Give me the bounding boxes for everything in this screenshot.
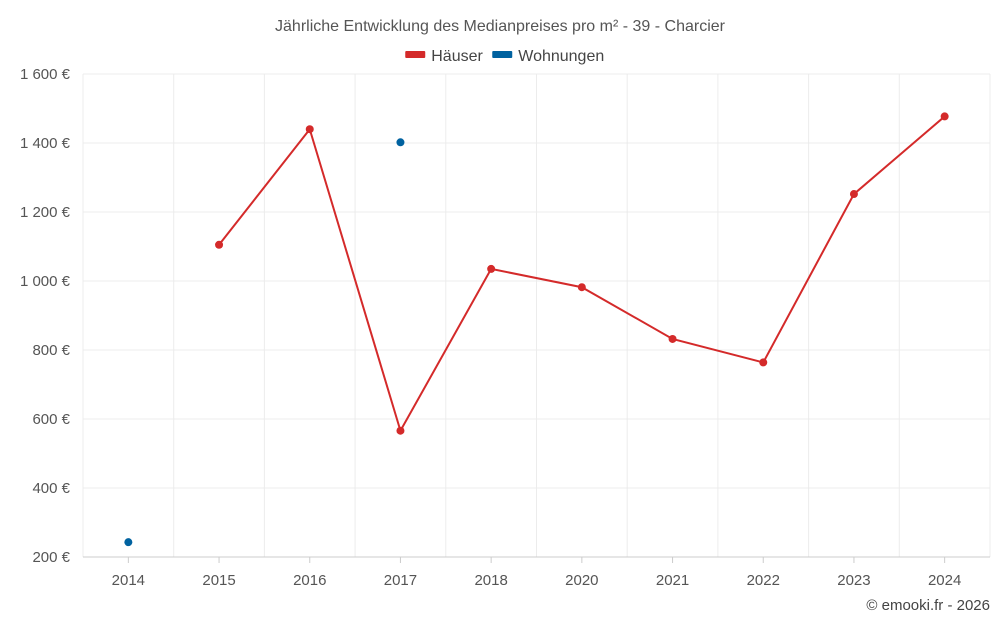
y-tick-label: 400 € [32, 480, 70, 497]
series-1-point[interactable] [124, 538, 133, 547]
y-tick-label: 1 400 € [20, 135, 71, 152]
x-tick-label: 2014 [112, 572, 145, 589]
y-tick-label: 1 200 € [20, 204, 71, 221]
x-tick-label: 2015 [202, 572, 235, 589]
grid [82, 73, 991, 557]
x-tick-label: 2016 [293, 572, 326, 589]
x-tick-label: 2022 [747, 572, 780, 589]
x-tick-label: 2018 [474, 572, 507, 589]
series-0-point[interactable] [396, 426, 405, 435]
credit-label: © emooki.fr - 2026 [866, 597, 990, 614]
series-0-line [218, 115, 946, 434]
y-tick-label: 800 € [32, 342, 70, 359]
legend-swatch[interactable] [405, 51, 426, 58]
legend-swatch[interactable] [492, 51, 513, 58]
x-tick-label: 2023 [837, 572, 870, 589]
y-tick-label: 600 € [32, 411, 70, 428]
series-0-point[interactable] [668, 334, 677, 343]
chart-title: Jährliche Entwicklung des Medianpreises … [275, 18, 726, 35]
series-0-point[interactable] [940, 112, 949, 121]
series-layer [124, 112, 949, 547]
x-tick-label: 2017 [384, 572, 417, 589]
y-tick-label: 1 600 € [20, 66, 71, 83]
series-0-point[interactable] [577, 283, 586, 292]
x-tick-label: 2024 [928, 572, 961, 589]
series-0-point[interactable] [849, 190, 858, 199]
series-0-point[interactable] [487, 264, 496, 273]
series-0-point[interactable] [759, 358, 768, 367]
series-0-point[interactable] [305, 125, 314, 134]
y-tick-label: 200 € [32, 549, 70, 566]
y-axis: 200 € 400 € 600 € 800 € 1 000 € 1 200 € 1 400 … [20, 66, 71, 566]
x-axis: 2014 2015 2016 2017 2018 2020 2021 2022 2023 2024 [83, 556, 990, 589]
legend-label[interactable]: Häuser [431, 48, 483, 65]
series-1-point[interactable] [396, 138, 405, 147]
y-tick-label: 1 000 € [20, 273, 71, 290]
legend-label[interactable]: Wohnungen [518, 48, 604, 65]
series-0-point[interactable] [215, 240, 224, 249]
x-tick-label: 2021 [656, 572, 689, 589]
legend[interactable]: Häuser Wohnungen [405, 48, 604, 65]
x-tick-label: 2020 [565, 572, 598, 589]
